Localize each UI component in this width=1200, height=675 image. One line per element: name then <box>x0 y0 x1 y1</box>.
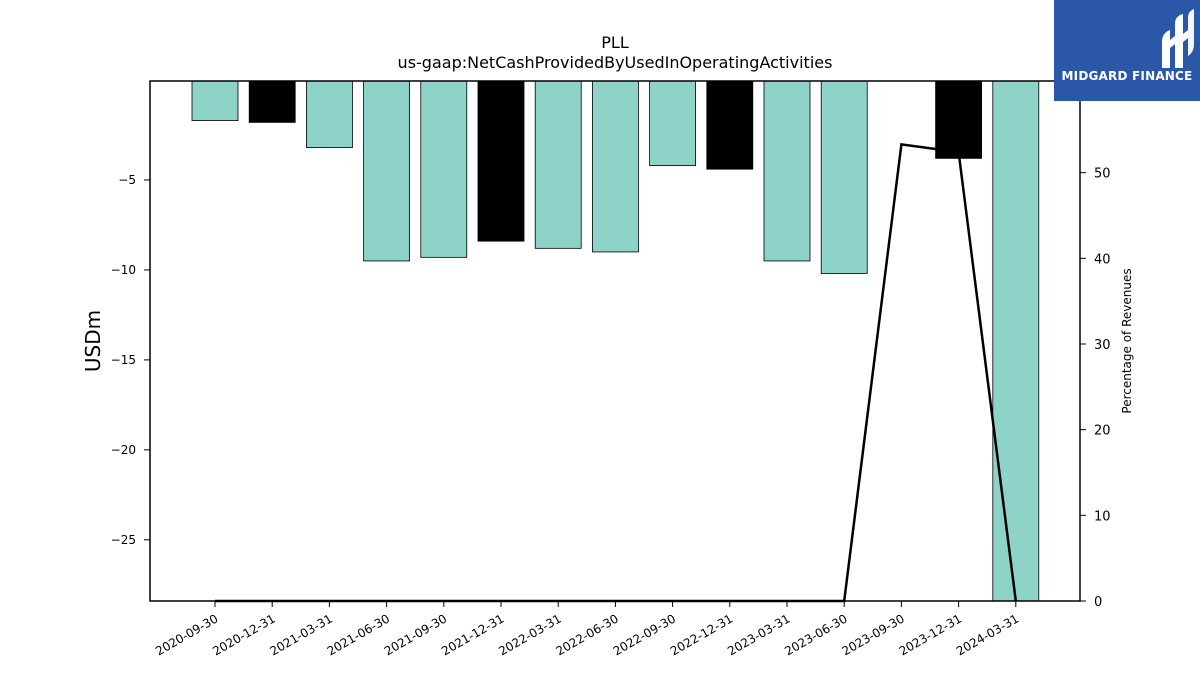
chart-subtitle: us-gaap:NetCashProvidedByUsedInOperating… <box>398 53 833 72</box>
x-tick-label: 2022-12-31 <box>668 611 735 658</box>
bar <box>248 80 296 123</box>
y-tick-label: −10 <box>111 263 136 277</box>
x-tick-label: 2023-09-30 <box>839 611 906 658</box>
x-tick-label: 2021-12-31 <box>439 611 506 658</box>
bar <box>534 80 582 249</box>
logo-text: MIDGARD FINANCE <box>1061 69 1193 83</box>
x-tick-label: 2022-09-30 <box>611 611 678 658</box>
midgard-finance-logo: MIDGARD FINANCE <box>1054 0 1200 101</box>
bar <box>706 80 754 170</box>
y-tick-label: −20 <box>111 443 136 457</box>
y-axis-label: USDm <box>81 310 105 372</box>
bar <box>763 80 811 262</box>
bars-group <box>191 80 1040 602</box>
bar <box>649 80 696 166</box>
x-tick-label: 2022-06-30 <box>553 611 620 658</box>
logo-mark-icon <box>1162 9 1194 68</box>
y2-tick-label: 0 <box>1094 595 1102 610</box>
y2-tick-label: 20 <box>1094 424 1111 439</box>
chart-title: PLL <box>601 33 629 52</box>
bar <box>305 80 353 148</box>
x-tick-label: 2020-09-30 <box>153 611 220 658</box>
bar <box>420 80 468 258</box>
x-tick-label: 2021-09-30 <box>382 611 449 658</box>
y-tick-label: −25 <box>111 533 136 547</box>
bar <box>820 80 868 274</box>
bar <box>592 80 639 253</box>
y2-tick-label: 10 <box>1094 509 1111 524</box>
y-tick-label: −5 <box>118 173 136 187</box>
bar <box>191 80 239 121</box>
y2-tick-label: 50 <box>1094 167 1111 182</box>
x-tick-label: 2023-12-31 <box>897 611 964 658</box>
y2-tick-label: 40 <box>1094 252 1111 267</box>
x-tick-label: 2020-12-31 <box>210 611 277 658</box>
x-tick-label: 2021-06-30 <box>325 611 392 658</box>
bar <box>935 80 982 159</box>
y-tick-label: −15 <box>111 353 136 367</box>
x-tick-label: 2022-03-31 <box>496 611 563 658</box>
x-tick-label: 2024-03-31 <box>954 611 1021 658</box>
bar <box>363 80 411 262</box>
x-tick-label: 2023-03-31 <box>725 611 792 658</box>
x-tick-label: 2021-03-31 <box>267 611 334 658</box>
bar <box>992 80 1040 602</box>
bar <box>477 80 525 242</box>
y2-tick-label: 30 <box>1094 338 1111 353</box>
x-tick-label: 2023-06-30 <box>782 611 849 658</box>
y2-axis-label: Percentage of Revenues <box>1120 268 1134 413</box>
